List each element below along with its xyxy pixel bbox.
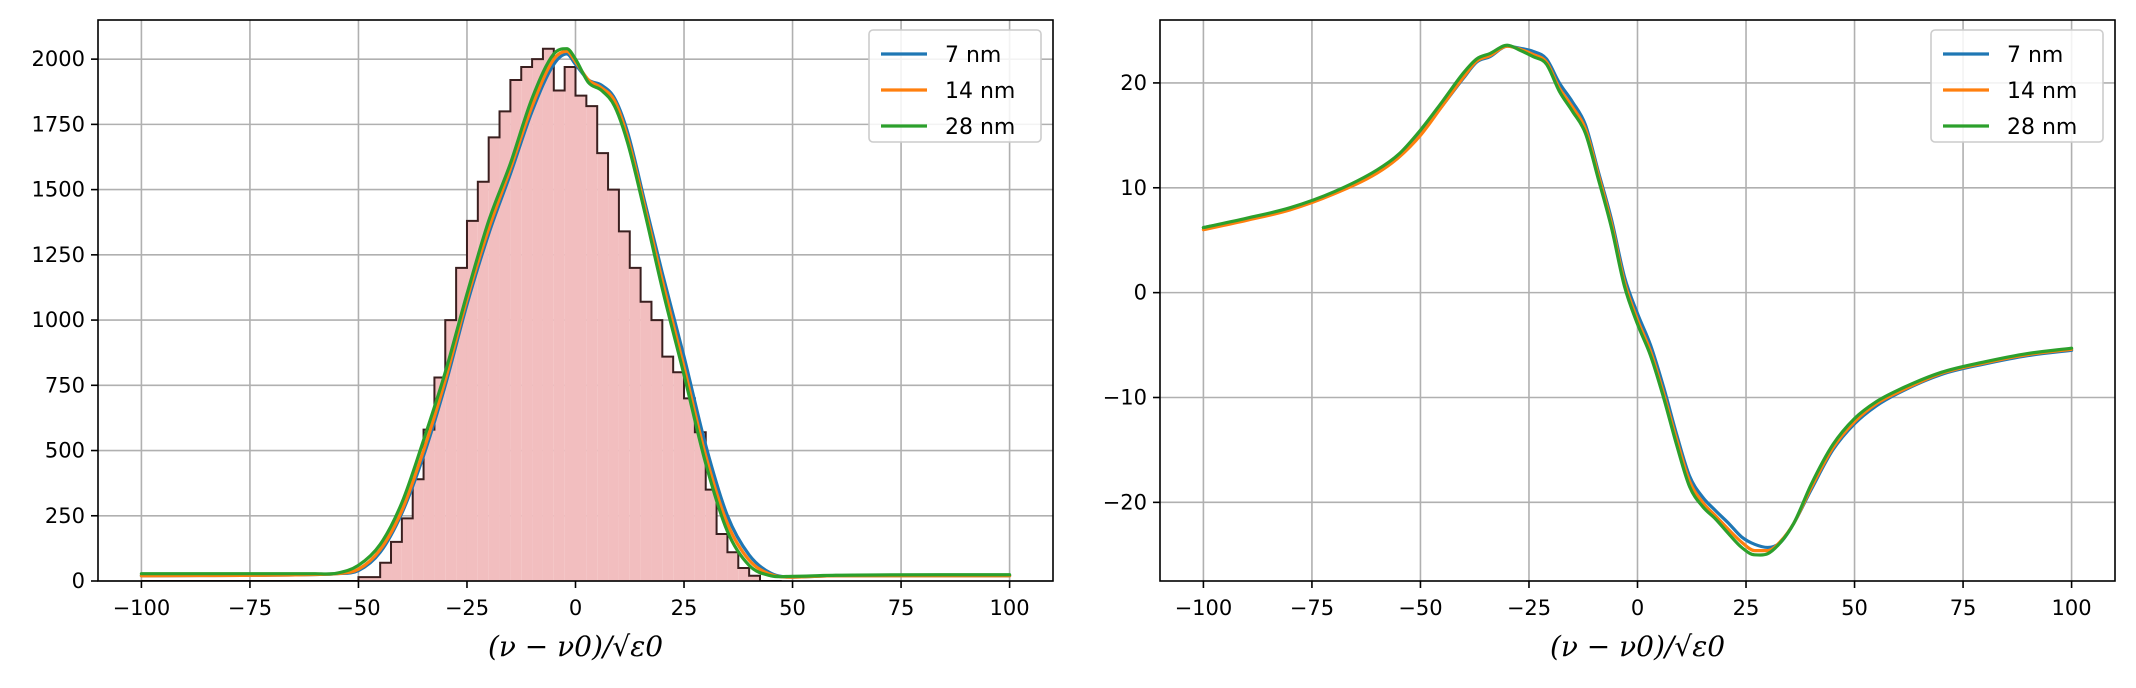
ticks: −100 −75 −50 −25 0 25 50 75 10002505007501000125… (32, 47, 1030, 620)
legend-label: 7 nm (945, 43, 1001, 68)
x-axis-label: (ν − ν0)/√ε0 (488, 630, 663, 663)
histogram-bar (412, 479, 424, 581)
histogram-bar (618, 231, 630, 581)
left-panel-histogram-chart: −100 −75 −50 −25 0 25 50 75 10002505007501000125… (32, 19, 1054, 663)
histogram-bar (640, 301, 652, 581)
histogram-bar (694, 432, 706, 581)
histogram-bar (423, 429, 435, 581)
plot-area (1201, 43, 2074, 557)
gridlines (1160, 20, 2115, 581)
histogram (141, 47, 782, 581)
x-tick-label: 75 (1950, 596, 1977, 620)
x-tick-label: 25 (1733, 596, 1760, 620)
histogram-bar (532, 59, 543, 581)
x-tick-label: 0 (1631, 596, 1644, 620)
x-tick-label: 25 (671, 596, 698, 620)
y-tick-label: 500 (45, 439, 85, 463)
y-tick-label: 0 (1134, 281, 1147, 305)
legend-box (1930, 29, 2104, 143)
series-line-28-nm (139, 47, 1012, 579)
histogram-bar (651, 320, 663, 581)
histogram-bar (684, 398, 695, 581)
histogram-bar (488, 137, 500, 581)
histogram-bar (542, 48, 554, 581)
histogram-bar (510, 80, 522, 581)
x-tick-label: −50 (1398, 596, 1442, 620)
legend: 7 nm 14 nm 28 nm (1930, 29, 2104, 143)
histogram-bar (401, 518, 413, 581)
histogram-bar (456, 267, 467, 581)
histogram-bar (445, 320, 457, 581)
legend: 7 nm 14 nm 28 nm (868, 29, 1042, 143)
histogram-bar (564, 66, 576, 581)
x-tick-label: 50 (1841, 596, 1868, 620)
y-tick-label: 2000 (32, 47, 85, 71)
histogram-bar (738, 567, 750, 581)
y-tick-label: 250 (45, 504, 85, 528)
x-tick-label: −50 (336, 596, 380, 620)
histogram-bar (586, 106, 598, 581)
legend-label: 14 nm (945, 79, 1015, 104)
histogram-bar (662, 356, 674, 581)
plot-area (139, 47, 1012, 581)
x-tick-label: 100 (990, 596, 1030, 620)
legend-label: 14 nm (2007, 79, 2077, 104)
histogram-bar (749, 575, 760, 581)
series-line-28-nm (1201, 43, 2074, 557)
x-tick-label: 0 (569, 596, 582, 620)
y-tick-label: 1750 (32, 112, 85, 136)
histogram-bar (434, 377, 446, 581)
legend-box (868, 29, 1042, 143)
y-tick-label: −20 (1103, 490, 1147, 514)
histogram-bar (705, 489, 717, 581)
histogram-bar (575, 95, 587, 581)
histogram-bar (553, 90, 565, 581)
x-tick-label: −75 (228, 596, 272, 620)
histogram-bar (358, 577, 381, 581)
histogram-bar (673, 372, 685, 581)
histogram-bar (477, 181, 489, 581)
histogram-bar (466, 220, 478, 581)
y-tick-label: 1500 (32, 178, 85, 202)
x-axis-label: (ν − ν0)/√ε0 (1550, 630, 1725, 663)
y-tick-label: 1250 (32, 243, 85, 267)
x-tick-label: −100 (1175, 596, 1233, 620)
x-tick-label: 75 (888, 596, 915, 620)
histogram-bar (716, 534, 728, 581)
x-tick-label: 50 (779, 596, 806, 620)
x-tick-label: 100 (2052, 596, 2092, 620)
x-tick-label: −25 (445, 596, 489, 620)
histogram-bar (499, 111, 511, 581)
y-tick-label: 1000 (32, 308, 85, 332)
y-tick-label: −10 (1103, 385, 1147, 409)
x-tick-label: −75 (1290, 596, 1334, 620)
x-tick-label: −100 (113, 596, 171, 620)
histogram-bar (380, 562, 392, 581)
y-tick-label: 0 (72, 569, 85, 593)
histogram-bar (727, 552, 739, 581)
y-tick-label: 750 (45, 373, 85, 397)
legend-label: 7 nm (2007, 43, 2063, 68)
x-tick-label: −25 (1507, 596, 1551, 620)
y-tick-label: 20 (1120, 71, 1147, 95)
legend-label: 28 nm (945, 115, 1015, 140)
legend-label: 28 nm (2007, 115, 2077, 140)
y-tick-label: 10 (1120, 176, 1147, 200)
histogram-bar (391, 541, 402, 581)
histogram-bar (597, 153, 609, 581)
histogram-bar (608, 189, 619, 581)
histogram-bar (521, 66, 533, 581)
histogram-bar (629, 267, 641, 581)
